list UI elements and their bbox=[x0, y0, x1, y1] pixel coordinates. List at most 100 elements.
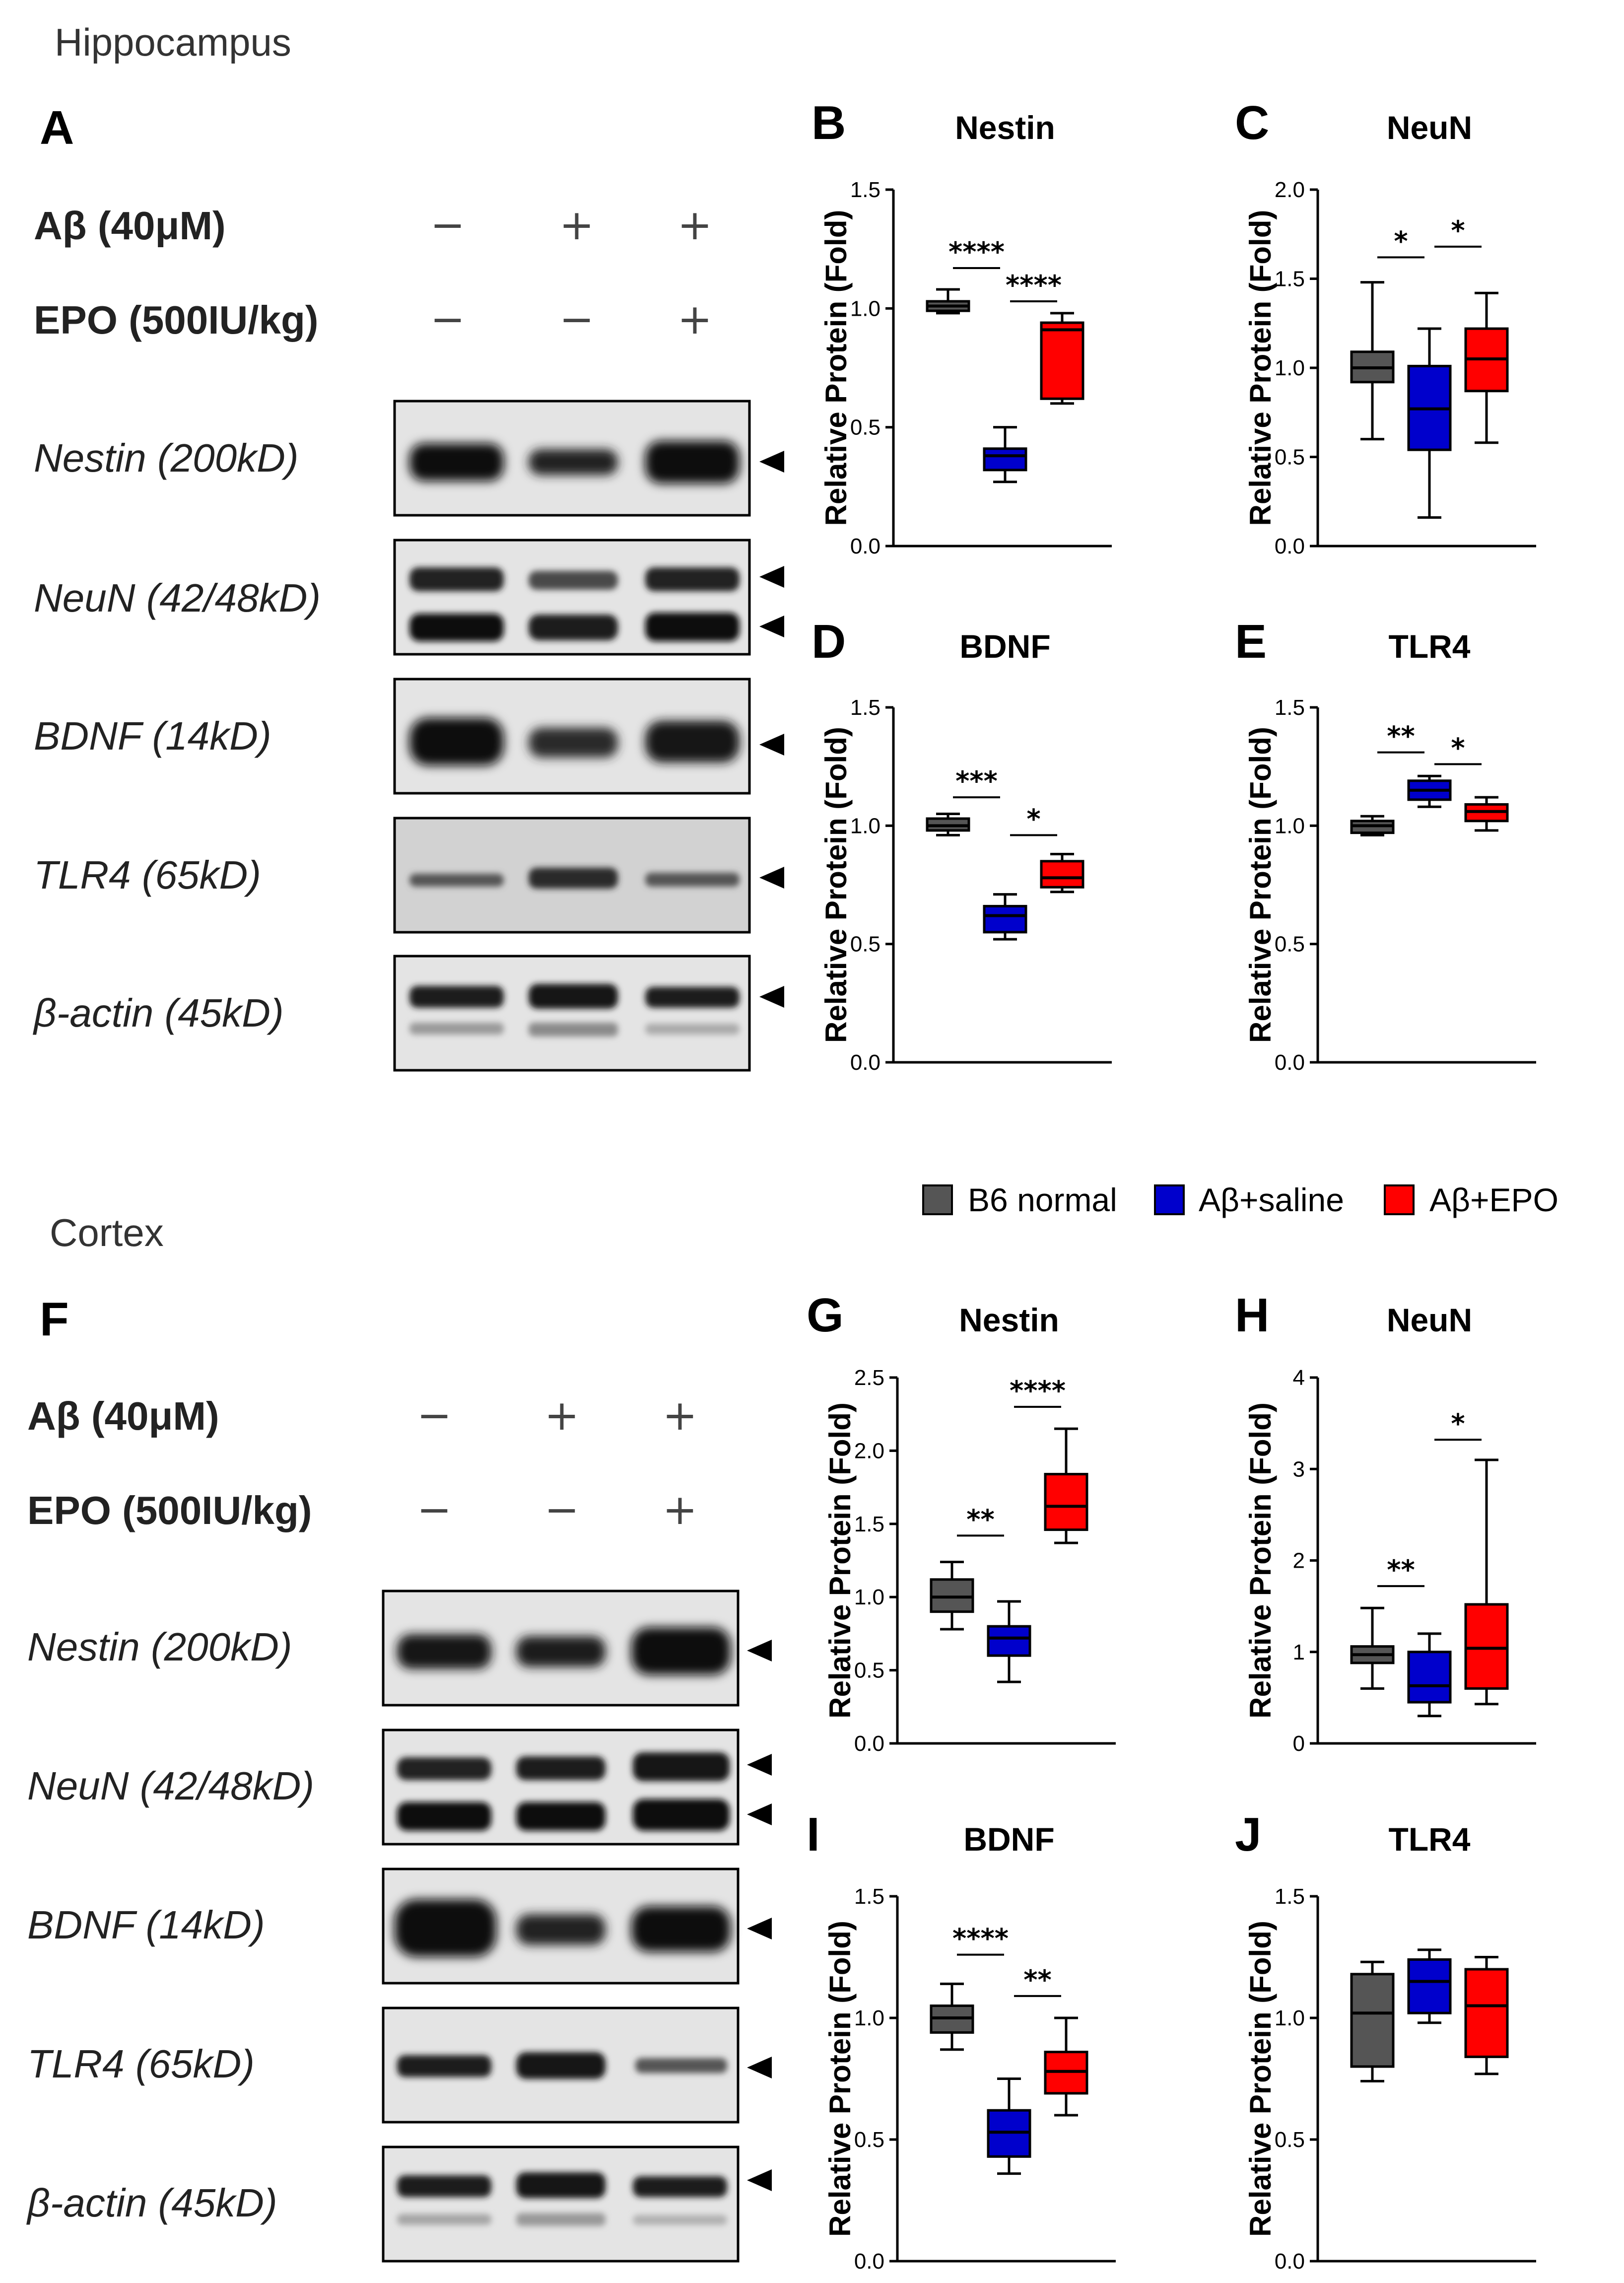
box-b6-normal bbox=[1350, 281, 1395, 441]
chart-panel-b: B Nestin 0.0 0.5 1.0 1.5 Relative Protein (Fol… bbox=[812, 96, 1112, 558]
arrowhead-bactin bbox=[759, 986, 784, 1008]
box-a-saline bbox=[987, 1600, 1031, 1683]
y-axis-label: Relative Protein (Fold) bbox=[1244, 727, 1277, 1043]
blot-label-neun: NeuN (42/48kD) bbox=[34, 576, 321, 620]
y-tick-label: 0.0 bbox=[854, 1731, 884, 1756]
panel-letter-i: I bbox=[807, 1808, 820, 1861]
box-b6-normal bbox=[926, 288, 970, 315]
arrowhead-bactin bbox=[747, 2169, 772, 2191]
sign-abeta-lane3: + bbox=[663, 1391, 697, 1440]
significance-label: * bbox=[1451, 1408, 1465, 1439]
y-tick-label: 1 bbox=[1293, 1640, 1305, 1664]
treatment-label-epo: EPO (500IU/kg) bbox=[27, 1488, 312, 1532]
chart-title: NeuN bbox=[1387, 1302, 1472, 1338]
significance-label: **** bbox=[1010, 1375, 1066, 1406]
box-a-epo bbox=[1044, 2016, 1088, 2117]
y-tick-label: 0.5 bbox=[1275, 932, 1305, 957]
legend-label-b6-normal: B6 normal bbox=[968, 1181, 1117, 1218]
blot-strip-neun bbox=[393, 539, 751, 656]
blot-label-nestin: Nestin (200kD) bbox=[34, 436, 299, 480]
sign-epo-lane1: − bbox=[417, 1485, 452, 1534]
western-blot-hippocampus: Aβ (40μM) EPO (500IU/kg) − + + − − + Nes… bbox=[33, 201, 784, 1072]
blot-label-tlr4: TLR4 (65kD) bbox=[34, 853, 261, 897]
legend-label-abeta-epo: Aβ+EPO bbox=[1429, 1181, 1558, 1218]
y-tick-label: 1.5 bbox=[854, 1512, 884, 1536]
chart-panel-e: E TLR4 0.0 0.5 1.0 1.5 Relative Protein (Fold)… bbox=[1235, 615, 1536, 1075]
sign-epo-lane1: − bbox=[430, 295, 465, 344]
box-b6-normal bbox=[926, 813, 970, 836]
legend: B6 normal Aβ+saline Aβ+EPO bbox=[922, 1181, 1558, 1218]
box-a-saline bbox=[1407, 774, 1452, 808]
box-a-epo bbox=[1040, 853, 1084, 894]
blot-strip-bdnf bbox=[382, 1868, 740, 1985]
y-tick-label: 1.5 bbox=[850, 178, 880, 202]
y-tick-label: 0.5 bbox=[1275, 2128, 1305, 2152]
panel-letter-e: E bbox=[1235, 615, 1267, 668]
sign-abeta-lane1: − bbox=[417, 1391, 452, 1440]
treatment-label-abeta: Aβ (40μM) bbox=[34, 204, 226, 248]
y-tick-label: 1.0 bbox=[1275, 2006, 1305, 2030]
chart-title: TLR4 bbox=[1389, 1821, 1471, 1858]
blot-strip-bactin bbox=[382, 2145, 740, 2263]
y-axis-label: Relative Protein (Fold) bbox=[1244, 1402, 1277, 1719]
significance-label: ** bbox=[966, 1504, 994, 1535]
blot-label-nestin: Nestin (200kD) bbox=[27, 1625, 292, 1669]
y-tick-label: 0.0 bbox=[850, 1050, 880, 1075]
box-iqr bbox=[1040, 860, 1084, 889]
arrowhead-neun-upper bbox=[759, 566, 784, 588]
box-a-saline bbox=[987, 2077, 1031, 2175]
sign-epo-lane3: + bbox=[663, 1485, 697, 1534]
box-iqr bbox=[1407, 1651, 1452, 1704]
arrowhead-nestin bbox=[747, 1640, 772, 1661]
significance-label: ** bbox=[1387, 1554, 1415, 1586]
y-tick-label: 1.5 bbox=[1275, 1884, 1305, 1909]
y-tick-label: 0.5 bbox=[1275, 445, 1305, 470]
arrowhead-bdnf bbox=[759, 734, 784, 756]
y-axis-label: Relative Protein (Fold) bbox=[819, 210, 853, 526]
box-iqr bbox=[983, 447, 1027, 472]
box-a-saline bbox=[1407, 1632, 1452, 1718]
sign-epo-lane2: − bbox=[559, 295, 594, 344]
y-tick-label: 0.5 bbox=[854, 1659, 884, 1683]
significance-label: ** bbox=[1387, 721, 1415, 752]
box-b6-normal bbox=[930, 1560, 974, 1631]
box-iqr bbox=[1464, 1968, 1509, 2058]
y-tick-label: 0.0 bbox=[1275, 2249, 1305, 2274]
y-tick-label: 0.0 bbox=[854, 2249, 884, 2274]
chart-title: Nestin bbox=[955, 109, 1055, 146]
y-tick-label: 1.0 bbox=[1275, 356, 1305, 380]
box-b6-normal bbox=[1350, 1606, 1395, 1690]
y-tick-label: 2.0 bbox=[1275, 178, 1305, 202]
sign-epo-lane2: − bbox=[544, 1485, 579, 1534]
chart-title: BDNF bbox=[963, 1821, 1054, 1858]
box-a-epo bbox=[1044, 1427, 1088, 1544]
arrowhead-tlr4 bbox=[759, 867, 784, 889]
box-a-saline bbox=[983, 893, 1027, 941]
y-tick-label: 1.5 bbox=[1275, 695, 1305, 720]
blot-strip-tlr4 bbox=[382, 2006, 740, 2124]
y-tick-label: 0.0 bbox=[1275, 534, 1305, 558]
y-tick-label: 2.0 bbox=[854, 1439, 884, 1463]
section-title-cortex: Cortex bbox=[50, 1211, 164, 1254]
panel-letter-g: G bbox=[807, 1289, 844, 1342]
box-a-epo bbox=[1464, 1458, 1509, 1706]
treatment-label-epo: EPO (500IU/kg) bbox=[34, 298, 319, 342]
y-axis-label: Relative Protein (Fold) bbox=[823, 1402, 857, 1719]
y-tick-label: 0.5 bbox=[854, 2128, 884, 2152]
box-b6-normal bbox=[930, 1982, 974, 2051]
box-iqr bbox=[1350, 1973, 1395, 2068]
sign-abeta-lane2: + bbox=[544, 1391, 579, 1440]
blot-strip-neun bbox=[382, 1729, 740, 1846]
panel-letter-a: A bbox=[40, 101, 74, 154]
box-b6-normal bbox=[1350, 815, 1395, 836]
box-b6-normal bbox=[1350, 1960, 1395, 2082]
y-tick-label: 3 bbox=[1293, 1457, 1305, 1481]
blot-strip-nestin bbox=[382, 1590, 740, 1707]
blot-label-bactin: β-actin (45kD) bbox=[33, 991, 284, 1035]
blot-strip-tlr4 bbox=[393, 817, 751, 934]
y-tick-label: 0.5 bbox=[850, 932, 880, 957]
significance-label: *** bbox=[955, 765, 998, 797]
significance-label: * bbox=[1394, 225, 1408, 257]
box-iqr bbox=[1407, 1958, 1452, 2014]
box-a-epo bbox=[1464, 291, 1509, 444]
